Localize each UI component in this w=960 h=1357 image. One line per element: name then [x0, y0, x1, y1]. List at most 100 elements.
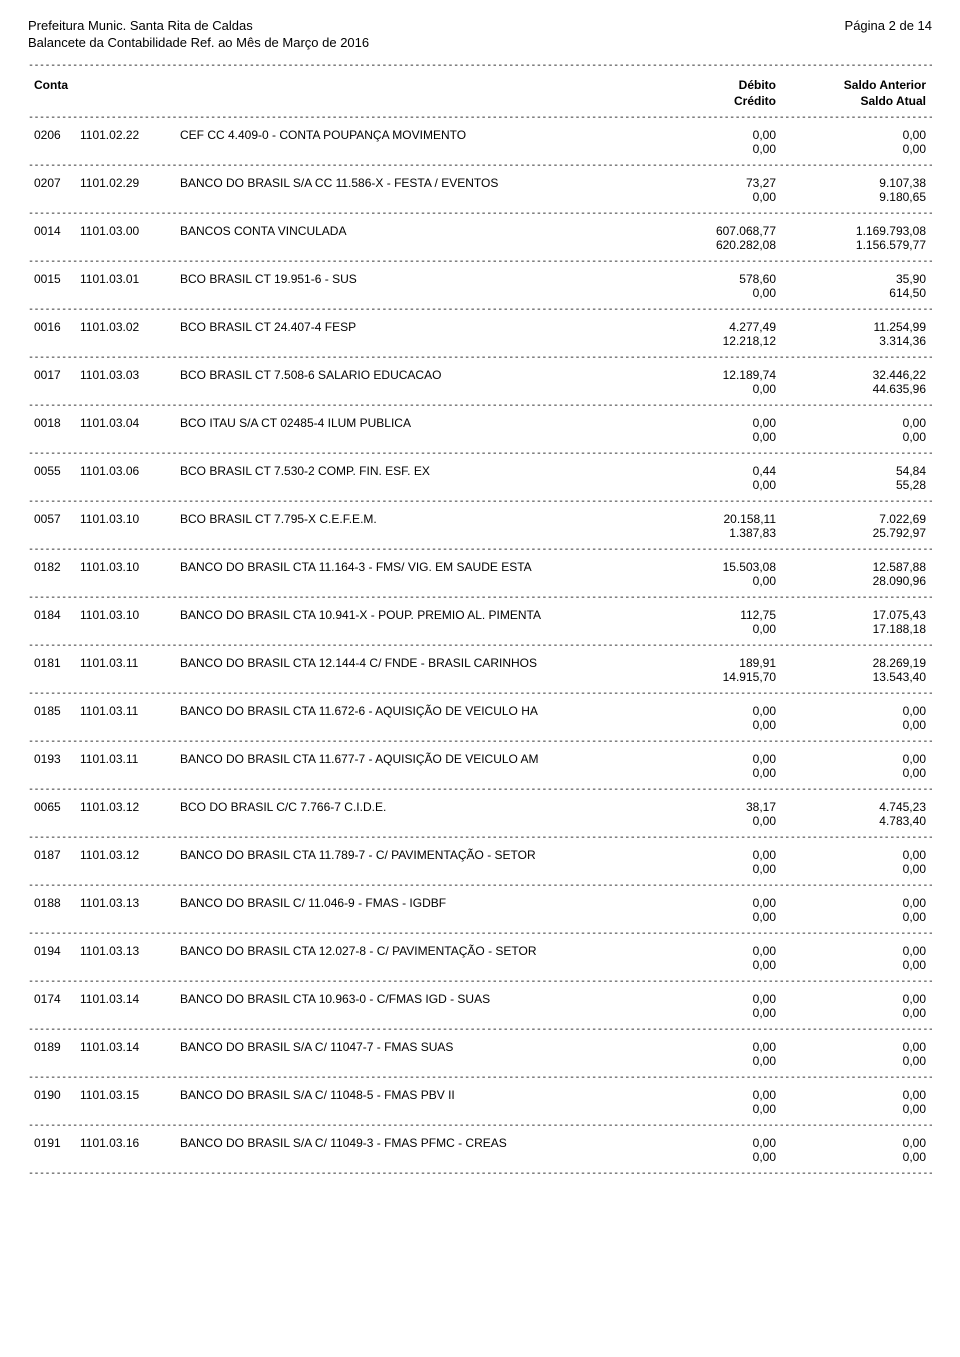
cell-debito: 0,00 [642, 1040, 782, 1054]
cell-code: 0181 [28, 656, 80, 670]
table-row: 01881101.03.13BANCO DO BRASIL C/ 11.046-… [28, 896, 932, 924]
cell-account: 1101.03.11 [80, 752, 180, 766]
cell-account: 1101.03.10 [80, 512, 180, 526]
divider: ----------------------------------------… [28, 1120, 932, 1132]
cell-code: 0065 [28, 800, 80, 814]
cell-description: BANCOS CONTA VINCULADA [180, 224, 642, 238]
divider: ----------------------------------------… [28, 928, 932, 940]
table-row: 01841101.03.10BANCO DO BRASIL CTA 10.941… [28, 608, 932, 636]
divider: ----------------------------------------… [28, 400, 932, 412]
cell-code: 0207 [28, 176, 80, 190]
cell-code: 0015 [28, 272, 80, 286]
cell-debito: 607.068,77 [642, 224, 782, 238]
divider: ----------------------------------------… [28, 352, 932, 364]
cell-account: 1101.03.16 [80, 1136, 180, 1150]
cell-credito: 0,00 [642, 1006, 782, 1020]
cell-credito: 0,00 [642, 1102, 782, 1116]
cell-account: 1101.03.13 [80, 896, 180, 910]
cell-debito: 73,27 [642, 176, 782, 190]
cell-description: BCO BRASIL CT 7.795-X C.E.F.E.M. [180, 512, 642, 526]
cell-code: 0057 [28, 512, 80, 526]
cell-saldo-anterior: 4.745,23 [782, 800, 932, 814]
cell-credito: 0,00 [642, 478, 782, 492]
cell-saldo-anterior: 1.169.793,08 [782, 224, 932, 238]
cell-credito: 0,00 [642, 1054, 782, 1068]
cell-saldo-atual: 44.635,96 [782, 382, 932, 396]
cell-account: 1101.03.15 [80, 1088, 180, 1102]
table-row: 01741101.03.14BANCO DO BRASIL CTA 10.963… [28, 992, 932, 1020]
divider: ----------------------------------------… [28, 1168, 932, 1180]
cell-description: BANCO DO BRASIL CTA 11.164-3 - FMS/ VIG.… [180, 560, 642, 574]
cell-debito: 0,44 [642, 464, 782, 478]
table-row: 00151101.03.01BCO BRASIL CT 19.951-6 - S… [28, 272, 932, 300]
cell-description: BANCO DO BRASIL CTA 11.789-7 - C/ PAVIME… [180, 848, 642, 862]
cell-description: BANCO DO BRASIL S/A C/ 11048-5 - FMAS PB… [180, 1088, 642, 1102]
cell-description: BANCO DO BRASIL S/A C/ 11049-3 - FMAS PF… [180, 1136, 642, 1150]
cell-debito: 0,00 [642, 1088, 782, 1102]
cell-saldo-anterior: 28.269,19 [782, 656, 932, 670]
cell-code: 0189 [28, 1040, 80, 1054]
divider: ----------------------------------------… [28, 496, 932, 508]
cell-description: BCO BRASIL CT 24.407-4 FESP [180, 320, 642, 334]
cell-saldo-atual: 0,00 [782, 718, 932, 732]
cell-saldo-atual: 0,00 [782, 142, 932, 156]
cell-debito: 38,17 [642, 800, 782, 814]
cell-code: 0188 [28, 896, 80, 910]
cell-code: 0194 [28, 944, 80, 958]
report-subtitle: Balancete da Contabilidade Ref. ao Mês d… [28, 35, 932, 50]
cell-saldo-atual: 13.543,40 [782, 670, 932, 684]
cell-saldo-anterior: 54,84 [782, 464, 932, 478]
cell-account: 1101.03.02 [80, 320, 180, 334]
cell-description: BANCO DO BRASIL S/A CC 11.586-X - FESTA … [180, 176, 642, 190]
table-row: 00171101.03.03BCO BRASIL CT 7.508-6 SALA… [28, 368, 932, 396]
table-row: 01941101.03.13BANCO DO BRASIL CTA 12.027… [28, 944, 932, 972]
cell-credito: 0,00 [642, 574, 782, 588]
cell-credito: 14.915,70 [642, 670, 782, 684]
divider: ----------------------------------------… [28, 832, 932, 844]
table-row: 02071101.02.29BANCO DO BRASIL S/A CC 11.… [28, 176, 932, 204]
cell-description: BANCO DO BRASIL CTA 11.672-6 - AQUISIÇÃO… [180, 704, 642, 718]
divider: ----------------------------------------… [28, 784, 932, 796]
cell-debito: 0,00 [642, 848, 782, 862]
cell-credito: 0,00 [642, 190, 782, 204]
cell-description: BANCO DO BRASIL CTA 12.027-8 - C/ PAVIME… [180, 944, 642, 958]
cell-account: 1101.02.29 [80, 176, 180, 190]
table-row: 00551101.03.06BCO BRASIL CT 7.530-2 COMP… [28, 464, 932, 492]
cell-debito: 0,00 [642, 704, 782, 718]
rows-container: 02061101.02.22CEF CC 4.409-0 - CONTA POU… [28, 128, 932, 1180]
cell-saldo-anterior: 0,00 [782, 1088, 932, 1102]
cell-description: BCO DO BRASIL C/C 7.766-7 C.I.D.E. [180, 800, 642, 814]
cell-debito: 0,00 [642, 128, 782, 142]
cell-saldo-atual: 0,00 [782, 958, 932, 972]
cell-saldo-anterior: 0,00 [782, 416, 932, 430]
cell-saldo-atual: 28.090,96 [782, 574, 932, 588]
column-subheader-row: Crédito Saldo Atual [28, 94, 932, 108]
cell-debito: 15.503,08 [642, 560, 782, 574]
cell-saldo-atual: 0,00 [782, 1006, 932, 1020]
cell-credito: 0,00 [642, 1150, 782, 1164]
cell-code: 0014 [28, 224, 80, 238]
table-row: 01811101.03.11BANCO DO BRASIL CTA 12.144… [28, 656, 932, 684]
divider: ----------------------------------------… [28, 208, 932, 220]
cell-saldo-anterior: 0,00 [782, 944, 932, 958]
cell-account: 1101.02.22 [80, 128, 180, 142]
table-row: 00571101.03.10BCO BRASIL CT 7.795-X C.E.… [28, 512, 932, 540]
page-number: Página 2 de 14 [845, 18, 932, 33]
cell-description: BANCO DO BRASIL C/ 11.046-9 - FMAS - IGD… [180, 896, 642, 910]
divider: ----------------------------------------… [28, 880, 932, 892]
cell-account: 1101.03.13 [80, 944, 180, 958]
cell-account: 1101.03.03 [80, 368, 180, 382]
cell-account: 1101.03.11 [80, 656, 180, 670]
cell-debito: 0,00 [642, 896, 782, 910]
cell-saldo-anterior: 0,00 [782, 848, 932, 862]
table-row: 02061101.02.22CEF CC 4.409-0 - CONTA POU… [28, 128, 932, 156]
cell-account: 1101.03.11 [80, 704, 180, 718]
cell-description: BANCO DO BRASIL CTA 12.144-4 C/ FNDE - B… [180, 656, 642, 670]
cell-saldo-anterior: 0,00 [782, 896, 932, 910]
cell-credito: 0,00 [642, 910, 782, 924]
cell-description: BANCO DO BRASIL CTA 11.677-7 - AQUISIÇÃO… [180, 752, 642, 766]
divider: ----------------------------------------… [28, 112, 932, 124]
cell-debito: 0,00 [642, 752, 782, 766]
cell-saldo-anterior: 17.075,43 [782, 608, 932, 622]
cell-saldo-atual: 614,50 [782, 286, 932, 300]
